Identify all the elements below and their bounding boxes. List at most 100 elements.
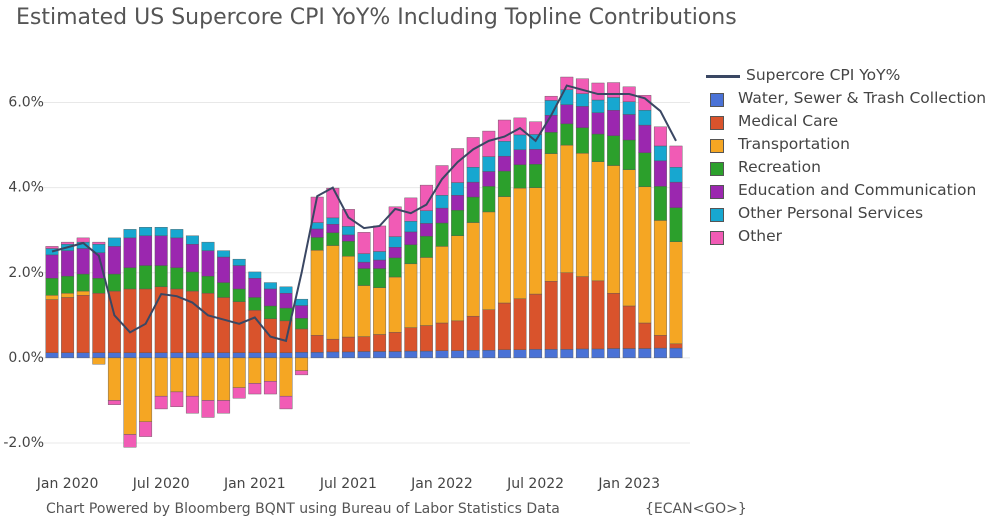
x-tick-label: Jan 2020 [36,476,99,492]
bar-segment [529,164,543,188]
legend-item[interactable]: Transportation [706,135,996,153]
bar-segment [544,132,558,154]
bar-segment [404,197,418,222]
legend-swatch [710,93,724,107]
bar-segment [669,181,683,208]
bar-segment [92,292,106,353]
bar-segment [61,250,75,277]
bar-segment [638,152,652,188]
bar-segment [232,301,246,353]
bar-segment [607,82,621,98]
bar-segment [45,295,59,300]
legend-swatch [706,75,740,78]
bar-segment [404,231,418,245]
bar-segment [185,235,199,245]
bar-segment [357,232,371,254]
bar-segment [357,351,371,359]
bar-segment [76,273,90,292]
legend-item[interactable]: Supercore CPI YoY% [706,66,996,84]
bar-segment [607,135,621,166]
bar-segment [482,309,496,351]
bar-segment [61,275,75,294]
bar-segment [326,232,340,246]
bar-segment [310,222,324,230]
bar-segment [513,187,527,299]
bar-segment [373,334,387,352]
bar-segment [341,241,355,257]
bar-segment [92,278,106,294]
legend-item[interactable]: Water, Sewer & Trash Collection [706,89,996,107]
bar-segment [232,265,246,290]
bar-segment [419,184,433,211]
line-series [51,84,677,343]
bar-segment [92,357,106,365]
bar-segment [451,210,465,236]
bar-segment [607,110,621,136]
bar-segment [139,288,153,353]
bar-segment [341,336,355,353]
bar-segment [575,348,589,359]
bar-segment [326,187,340,219]
bar-segment [310,237,324,251]
bar-segment [139,421,153,437]
bar-segment [404,221,418,233]
legend-swatch [710,208,724,222]
bar-segment [76,295,90,353]
legend-label: Other Personal Services [738,204,924,222]
bar-segment [263,288,277,307]
bar-segment [638,186,652,324]
bar-segment [373,259,387,269]
bar-segment [217,250,231,258]
bar-segment [139,357,153,422]
legend-item[interactable]: Other Personal Services [706,204,996,222]
legend-item[interactable]: Education and Communication [706,181,996,199]
bar-segment [419,325,433,352]
bar-segment [419,210,433,224]
bar-segment [669,241,683,345]
bar-segment [388,247,402,259]
x-tick-label: Jul 2021 [319,476,377,492]
legend-item[interactable]: Recreation [706,158,996,176]
bar-segment [544,153,558,282]
bar-segment [326,224,340,233]
bar-segment [232,258,246,266]
bar-segment [466,167,480,183]
bar-segment [170,237,184,268]
bar-segment [591,82,605,101]
bar-segment [575,152,589,277]
bar-segment [107,246,121,275]
bar-segment [248,383,262,395]
bar-segment [123,237,137,268]
bar-segment [653,335,667,349]
bar-segment [435,195,449,209]
bar-segment [404,327,418,352]
bar-segment [482,171,496,187]
bar-segment [76,248,90,275]
bar-segment [388,236,402,248]
bar-segment [451,350,465,359]
bar-segment [248,271,262,279]
legend-swatch [710,231,724,245]
function-code: {ECAN<GO>} [645,501,747,517]
bar-segment [232,357,246,388]
bar-segment [201,241,215,251]
bar-segment [622,305,636,349]
bar-segment [295,328,309,353]
y-tick-label: -2.0% [3,435,44,451]
legend-item[interactable]: Other [706,227,996,245]
bar-segment [170,352,184,359]
legend-item[interactable]: Medical Care [706,112,996,130]
bar-segment [419,350,433,359]
bar-segment [279,286,293,294]
bar-segment [451,195,465,211]
bar-segment [341,226,355,236]
bar-segment [482,350,496,359]
bar-segment [76,237,90,243]
bar-segment [529,293,543,350]
bar-segment [217,357,231,401]
bar-segment [154,395,168,410]
bar-segment [107,237,121,247]
x-tick-label: Jan 2022 [410,476,473,492]
